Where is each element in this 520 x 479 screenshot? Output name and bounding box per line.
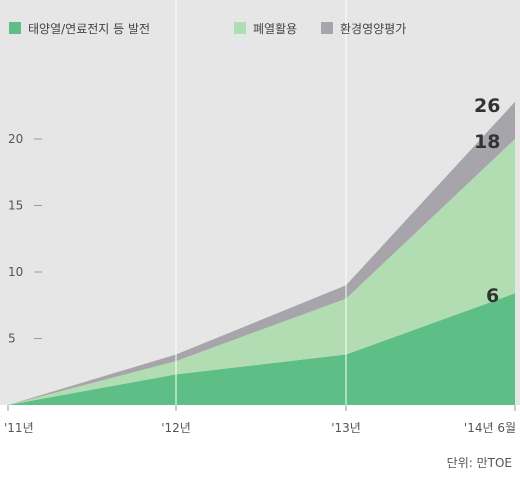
x-tick-label: '14년 6월 <box>464 421 516 435</box>
y-tick-label: 10 <box>8 265 23 279</box>
area-series-1 <box>8 293 515 405</box>
area-series-2 <box>8 139 515 405</box>
vertical-lines <box>175 0 347 405</box>
legend-swatch-series-3 <box>321 22 333 34</box>
x-tick-label: '13년 <box>331 421 361 435</box>
end-label-series-1-2: 18 <box>474 131 500 153</box>
legend: 태양열/연료전지 등 발전 폐열활용 환경영양평가 <box>9 22 406 36</box>
y-tick-label: 20 <box>8 132 23 146</box>
areas-layer <box>8 101 515 406</box>
legend-label-series-3: 환경영양평가 <box>340 22 406 36</box>
legend-label-series-1: 태양열/연료전지 등 발전 <box>28 22 150 36</box>
unit-label: 단위: 만TOE <box>447 456 512 470</box>
legend-label-series-2: 폐열활용 <box>253 22 297 36</box>
end-label-total: 26 <box>474 95 500 117</box>
y-tick-label: 15 <box>8 199 23 213</box>
y-tick-label: 5 <box>8 332 16 346</box>
x-tick-label: '12년 <box>161 421 191 435</box>
x-tick-label: '11년 <box>4 421 34 435</box>
y-axis-ticks: 5 10 15 20 <box>8 132 42 346</box>
legend-swatch-series-2 <box>234 22 246 34</box>
x-axis-ticks: '11년 '12년 '13년 '14년 6월 <box>4 405 516 435</box>
legend-swatch-series-1 <box>9 22 21 34</box>
end-label-series-1: 6 <box>486 285 499 307</box>
